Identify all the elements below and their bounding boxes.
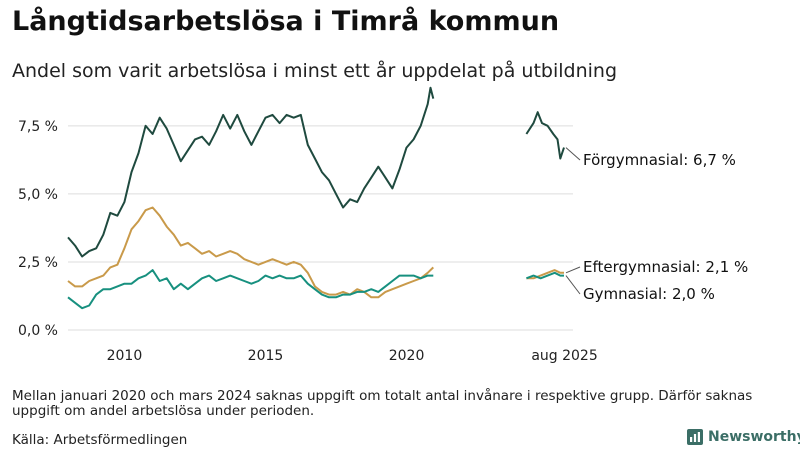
series-line-forgymnasial bbox=[67, 86, 435, 258]
series-lines bbox=[67, 86, 565, 310]
series-line-gymnasial bbox=[526, 271, 564, 280]
grid-lines bbox=[68, 125, 573, 331]
chart-subtitle: Andel som varit arbetslösa i minst ett å… bbox=[12, 60, 618, 82]
x-tick-label: 2010 bbox=[107, 348, 143, 364]
y-tick-label: 7,5 % bbox=[18, 119, 58, 135]
line-chart: 0,0 % 2,5 % 5,0 % 7,5 % 2010 2015 2020 aug 202… bbox=[18, 86, 748, 364]
chart-note: Mellan januari 2020 och mars 2024 saknas… bbox=[12, 388, 753, 419]
series-line-eftergymnasial bbox=[526, 269, 564, 280]
end-label-connector bbox=[565, 275, 581, 295]
y-tick-label: 5,0 % bbox=[18, 187, 58, 203]
end-label-connector bbox=[565, 147, 581, 161]
series-end-labels: Förgymnasial: 6,7 % Eftergymnasial: 2,1 %… bbox=[565, 147, 748, 303]
series-end-label-forgymnasial: Förgymnasial: 6,7 % bbox=[583, 151, 736, 169]
series-line-gymnasial bbox=[67, 269, 434, 310]
y-tick-label: 0,0 % bbox=[18, 323, 58, 339]
x-tick-label: 2020 bbox=[389, 348, 425, 364]
series-line-eftergymnasial bbox=[67, 206, 434, 299]
series-end-label-gymnasial: Gymnasial: 2,0 % bbox=[583, 285, 715, 303]
series-line-forgymnasial bbox=[525, 111, 565, 160]
chart-title: Långtidsarbetslösa i Timrå kommun bbox=[12, 6, 560, 37]
newsworthy-bar-chart-icon bbox=[687, 429, 703, 445]
y-axis-ticks: 0,0 % 2,5 % 5,0 % 7,5 % bbox=[18, 119, 58, 339]
newsworthy-logo: Newsworthy bbox=[687, 429, 800, 445]
x-tick-label: 2015 bbox=[248, 348, 284, 364]
brand-name: Newsworthy bbox=[708, 429, 800, 445]
series-end-label-eftergymnasial: Eftergymnasial: 2,1 % bbox=[583, 258, 748, 276]
end-label-connector bbox=[565, 266, 581, 274]
y-tick-label: 2,5 % bbox=[18, 255, 58, 271]
x-tick-label: aug 2025 bbox=[531, 348, 597, 364]
x-axis-ticks: 2010 2015 2020 aug 2025 bbox=[107, 348, 598, 364]
chart-source: Källa: Arbetsförmedlingen bbox=[12, 432, 188, 448]
